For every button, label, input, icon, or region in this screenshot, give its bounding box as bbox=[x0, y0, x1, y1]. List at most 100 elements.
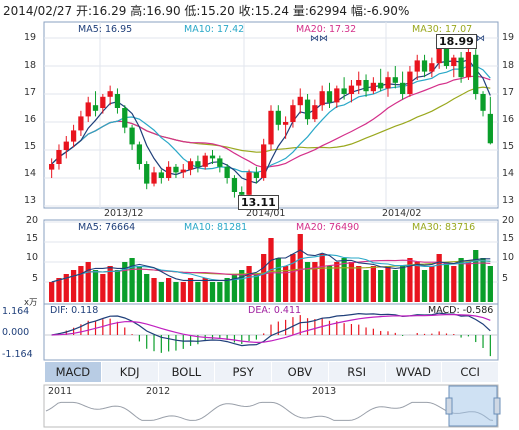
candle-body bbox=[312, 105, 318, 120]
candle-body bbox=[268, 110, 274, 145]
vol-ma30-label: MA30: 83716 bbox=[412, 222, 476, 233]
double-arrow-icon[interactable]: ⋈ bbox=[476, 34, 485, 44]
tab-rsi[interactable]: RSI bbox=[327, 362, 385, 382]
candle-body bbox=[261, 144, 267, 178]
candle-body bbox=[414, 60, 420, 72]
volume-bar bbox=[224, 278, 230, 302]
volume-ma20-line bbox=[51, 259, 491, 283]
volume-bar bbox=[114, 270, 121, 302]
kline-y-tick-right: 17 bbox=[502, 87, 515, 98]
volume-bar bbox=[480, 258, 486, 302]
kline-y-tick: 15 bbox=[24, 141, 37, 152]
kline-ma5-label: MA5: 16.95 bbox=[78, 24, 133, 35]
volume-bar bbox=[253, 274, 260, 302]
candle-body bbox=[49, 164, 55, 170]
candle-body bbox=[473, 54, 479, 94]
candle-body bbox=[392, 77, 398, 83]
candle-body bbox=[195, 161, 201, 167]
candle-body bbox=[122, 108, 128, 128]
macd-dea-label: DEA: 0.411 bbox=[248, 305, 302, 316]
tab-psy[interactable]: PSY bbox=[214, 362, 271, 382]
volume-bar bbox=[429, 266, 435, 302]
volume-bar bbox=[385, 266, 391, 302]
volume-bar bbox=[465, 262, 472, 302]
candle-body bbox=[319, 91, 325, 106]
candle-body bbox=[158, 172, 164, 178]
overview-year-label: 2012 bbox=[146, 386, 171, 397]
candle-body bbox=[385, 77, 391, 89]
candle-body bbox=[451, 57, 457, 66]
candle-body bbox=[85, 102, 91, 117]
candle-body bbox=[458, 57, 464, 78]
volume-ma10-line bbox=[51, 254, 491, 283]
kline-y-tick-right: 15 bbox=[502, 141, 515, 152]
vol-y-tick-right: 5 bbox=[502, 273, 509, 284]
candle-body bbox=[180, 169, 186, 173]
candle-body bbox=[70, 130, 77, 142]
low-price-callout: 13.11 bbox=[238, 195, 279, 210]
volume-bar bbox=[231, 274, 238, 302]
volume-bar bbox=[158, 282, 164, 302]
candle-body bbox=[436, 46, 442, 64]
candle-body bbox=[356, 80, 362, 86]
candle-body bbox=[465, 52, 472, 78]
tab-wvad[interactable]: WVAD bbox=[384, 362, 442, 382]
volume-bar bbox=[166, 278, 172, 302]
tab-cci[interactable]: CCI bbox=[441, 362, 498, 382]
tab-boll[interactable]: BOLL bbox=[157, 362, 215, 382]
candle-body bbox=[129, 127, 135, 145]
double-arrow-icon[interactable]: ⋈⋈ bbox=[310, 34, 328, 44]
candle-body bbox=[282, 122, 289, 125]
candle-body bbox=[297, 96, 303, 106]
kline-x-label: 2014/02 bbox=[382, 208, 422, 219]
macd-y-tick: -1.164 bbox=[2, 349, 33, 360]
volume-bar bbox=[421, 270, 428, 302]
volume-bar bbox=[239, 270, 245, 302]
volume-bar bbox=[63, 274, 69, 302]
candle-body bbox=[92, 105, 99, 111]
volume-bar bbox=[136, 266, 143, 302]
kline-ma20-label: MA20: 17.32 bbox=[296, 24, 357, 35]
candle-body bbox=[100, 96, 106, 108]
candle-body bbox=[421, 60, 428, 72]
volume-bar bbox=[334, 262, 340, 302]
vol-y-tick: 20 bbox=[26, 215, 39, 226]
tab-kdj[interactable]: KDJ bbox=[100, 362, 158, 382]
kline-y-tick-right: 13 bbox=[502, 195, 515, 206]
volume-bar bbox=[261, 254, 267, 302]
overview-price-line bbox=[45, 401, 494, 421]
high-price-callout: 18.99 bbox=[436, 34, 477, 49]
kline-ma10-label: MA10: 17.42 bbox=[184, 24, 245, 35]
candle-body bbox=[246, 172, 252, 195]
overview-left-handle[interactable] bbox=[445, 397, 453, 415]
volume-bar bbox=[414, 262, 420, 302]
candle-body bbox=[239, 192, 245, 195]
candle-body bbox=[370, 82, 376, 92]
candle-body bbox=[173, 166, 179, 173]
candle-body bbox=[253, 172, 260, 178]
overview-selection[interactable] bbox=[448, 385, 498, 427]
candle-body bbox=[487, 113, 493, 144]
volume-bar bbox=[392, 270, 398, 302]
macd-y-tick: 1.164 bbox=[2, 306, 30, 317]
overview-right-handle[interactable] bbox=[493, 397, 501, 415]
candle-body bbox=[326, 91, 333, 103]
volume-bar bbox=[173, 282, 179, 302]
tab-macd[interactable]: MACD bbox=[44, 362, 101, 382]
volume-bar bbox=[49, 282, 55, 302]
vol-ma20-label: MA20: 76490 bbox=[296, 222, 360, 233]
volume-bar bbox=[56, 278, 62, 302]
volume-bar bbox=[78, 266, 84, 302]
tab-obv[interactable]: OBV bbox=[271, 362, 328, 382]
volume-bar bbox=[297, 234, 303, 302]
candle-body bbox=[399, 82, 406, 94]
macd-dif-label: DIF: 0.118 bbox=[50, 305, 99, 316]
kline-y-tick: 13 bbox=[24, 195, 37, 206]
volume-bar bbox=[70, 270, 77, 302]
volume-bar bbox=[122, 262, 128, 302]
quote-header: 2014/02/27 开:16.29 高:16.90 低:15.20 收:15.… bbox=[3, 4, 410, 18]
volume-bar bbox=[144, 274, 150, 302]
vol-y-tick-right: 20 bbox=[502, 215, 515, 226]
candle-body bbox=[290, 105, 296, 122]
kline-y-tick-right: 18 bbox=[502, 60, 515, 71]
